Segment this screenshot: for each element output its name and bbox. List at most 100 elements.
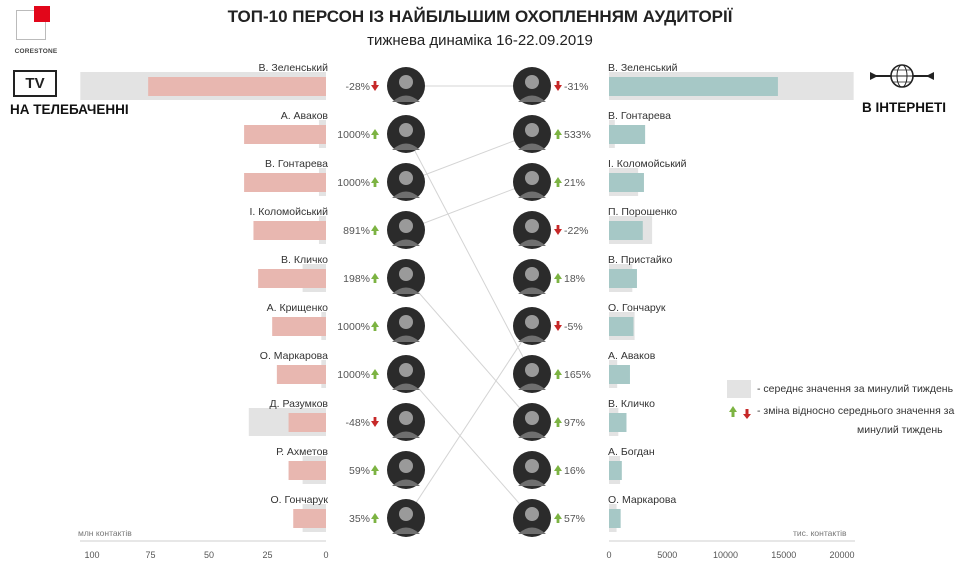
tv-change-arrow-stem — [373, 327, 377, 331]
tv-change-label: 1000% — [337, 369, 370, 381]
tv-person-label: А. Крищенко — [267, 302, 329, 314]
tv-change-arrow-stem — [373, 471, 377, 475]
tv-axis-unit: млн контактів — [78, 528, 132, 538]
web-change-label: 21% — [564, 177, 585, 189]
web-change-arrow — [554, 417, 562, 427]
connector-line — [405, 373, 533, 519]
web-change-label: -22% — [564, 225, 589, 237]
web-person-photo-body — [518, 431, 546, 438]
tv-person-photo-body — [392, 95, 420, 102]
tv-change-arrow-stem — [373, 135, 377, 139]
tv-bar — [258, 269, 326, 288]
tv-person-photo-body — [392, 191, 420, 198]
web-change-arrow — [554, 81, 562, 91]
web-change-arrow — [554, 225, 562, 235]
web-change-arrow-stem — [556, 135, 560, 139]
web-person-label: В. Кличко — [608, 398, 655, 410]
web-bar — [609, 77, 778, 96]
web-person-photo-head — [525, 267, 539, 281]
web-change-arrow-head — [554, 229, 562, 235]
web-person-label: В. Зеленський — [608, 62, 678, 74]
tv-person-photo-head — [399, 315, 413, 329]
globe-newspaper-icon — [870, 64, 934, 88]
tv-bar — [244, 173, 326, 192]
legend-change-text-2: минулий тиждень — [857, 424, 943, 436]
tv-change-arrow — [371, 273, 379, 283]
tv-bar — [293, 509, 326, 528]
tv-person-label: О. Маркарова — [260, 350, 328, 362]
tv-person-photo-head — [399, 75, 413, 89]
connector-line — [405, 325, 533, 519]
legend-avg-text: - середнє значення за минулий тиждень — [757, 383, 954, 395]
web-person-photo-head — [525, 459, 539, 473]
web-person-photo-head — [525, 507, 539, 521]
web-person-label: В. Гонтарева — [608, 110, 671, 122]
web-axis-tick: 5000 — [657, 550, 677, 560]
tv-bar — [148, 77, 326, 96]
web-change-arrow — [554, 513, 562, 523]
web-person-photo-body — [518, 383, 546, 390]
tv-change-arrow — [371, 225, 379, 235]
web-change-arrow-head — [554, 465, 562, 471]
tv-person-label: А. Аваков — [281, 110, 329, 122]
tv-change-arrow-stem — [373, 417, 377, 421]
tv-change-arrow-stem — [373, 81, 377, 85]
tv-person-photo-body — [392, 479, 420, 486]
tv-change-arrow — [371, 417, 379, 427]
web-bar — [609, 509, 621, 528]
tv-change-arrow-head — [371, 369, 379, 375]
web-change-arrow-stem — [556, 81, 560, 85]
tv-icon: TV — [13, 70, 57, 97]
chart-title: ТОП-10 ПЕРСОН ІЗ НАЙБІЛЬШИМ ОХОПЛЕННЯМ А… — [227, 7, 733, 26]
web-axis-tick: 10000 — [713, 550, 738, 560]
web-person-photo-body — [518, 527, 546, 534]
web-change-arrow-stem — [556, 375, 560, 379]
tv-person-photo-head — [399, 123, 413, 137]
tv-bar — [276, 365, 326, 384]
tv-person-photo-body — [392, 383, 420, 390]
web-bar — [609, 365, 630, 384]
tv-change-arrow — [371, 465, 379, 475]
tv-change-arrow-head — [371, 129, 379, 135]
web-person-photo-body — [518, 239, 546, 246]
tv-change-arrow-stem — [373, 519, 377, 523]
web-person-photo-head — [525, 123, 539, 137]
web-change-label: 57% — [564, 513, 585, 525]
tv-change-arrow — [371, 321, 379, 331]
web-caption: В ІНТЕРНЕТІ — [862, 100, 947, 115]
tv-person-photo-head — [399, 459, 413, 473]
tv-person-photo-body — [392, 431, 420, 438]
tv-change-arrow — [371, 81, 379, 91]
tv-caption: НА ТЕЛЕБАЧЕННІ — [10, 102, 129, 117]
tv-person-photo-head — [399, 171, 413, 185]
web-change-arrow-head — [554, 513, 562, 519]
tv-change-arrow — [371, 177, 379, 187]
tv-person-photo-head — [399, 507, 413, 521]
web-change-arrow-stem — [556, 321, 560, 325]
web-change-arrow-head — [554, 417, 562, 423]
web-axis-tick: 0 — [606, 550, 611, 560]
tv-change-arrow-head — [371, 421, 379, 427]
connector-line — [405, 277, 533, 423]
web-axis-tick: 15000 — [771, 550, 796, 560]
web-change-arrow-stem — [556, 183, 560, 187]
tv-change-arrow — [371, 129, 379, 139]
tv-bar — [272, 317, 326, 336]
web-person-photo-body — [518, 287, 546, 294]
web-person-photo-body — [518, 143, 546, 150]
web-person-label: В. Пристайко — [608, 254, 672, 266]
connector-line — [405, 133, 533, 183]
web-bar — [609, 125, 646, 144]
web-change-arrow — [554, 177, 562, 187]
web-bar — [609, 269, 637, 288]
tv-person-photo-body — [392, 287, 420, 294]
tv-axis-tick: 75 — [145, 550, 155, 560]
web-change-arrow-head — [554, 129, 562, 135]
web-person-photo-head — [525, 219, 539, 233]
legend-arrows-icon — [729, 406, 751, 419]
tv-person-photo-body — [392, 239, 420, 246]
web-person-label: А. Богдан — [608, 446, 655, 458]
web-change-arrow-head — [554, 325, 562, 331]
web-change-arrow-head — [554, 177, 562, 183]
